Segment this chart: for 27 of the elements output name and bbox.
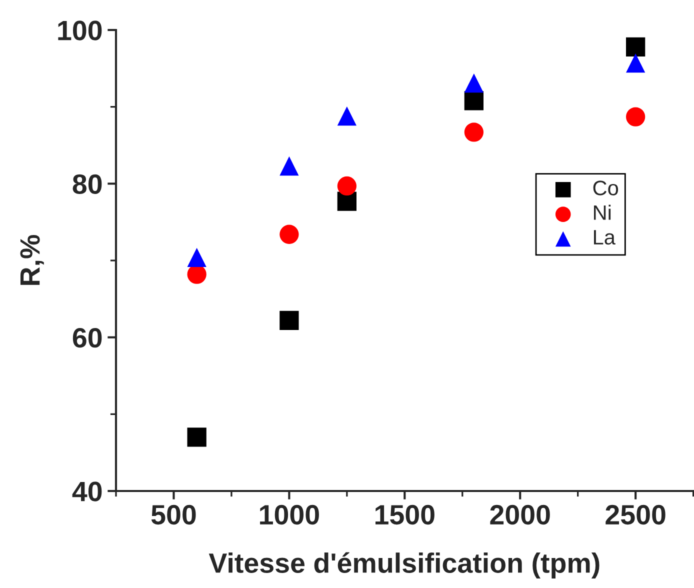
point (464, 122, 484, 142)
point (626, 107, 646, 126)
point (464, 73, 484, 93)
point (337, 106, 356, 126)
point (337, 176, 356, 196)
legend-label: La (594, 230, 616, 245)
x-tick-label: 1500 (376, 504, 434, 525)
legend-label: Ni (594, 204, 611, 220)
y-tick-label: 40 (72, 482, 102, 502)
x-tick-label: 2000 (490, 504, 550, 525)
point (280, 224, 299, 244)
point (187, 248, 206, 267)
y-axis-title: R,% (20, 234, 44, 285)
y-tick-label: 100 (58, 20, 102, 40)
point (626, 37, 646, 56)
y-tick-label: 60 (72, 328, 102, 348)
x-tick-label: 1000 (260, 504, 319, 525)
point (626, 53, 646, 73)
point (464, 91, 484, 110)
x-axis-title: Vitesse d'émulsification (tpm) (208, 552, 600, 578)
x-tick-label: 2500 (606, 504, 666, 525)
legend-label: Co (593, 180, 618, 196)
point (280, 156, 299, 176)
y-tick-label: 80 (72, 174, 102, 194)
point (187, 428, 206, 447)
point (280, 310, 299, 330)
x-tick-label: 500 (151, 504, 196, 525)
